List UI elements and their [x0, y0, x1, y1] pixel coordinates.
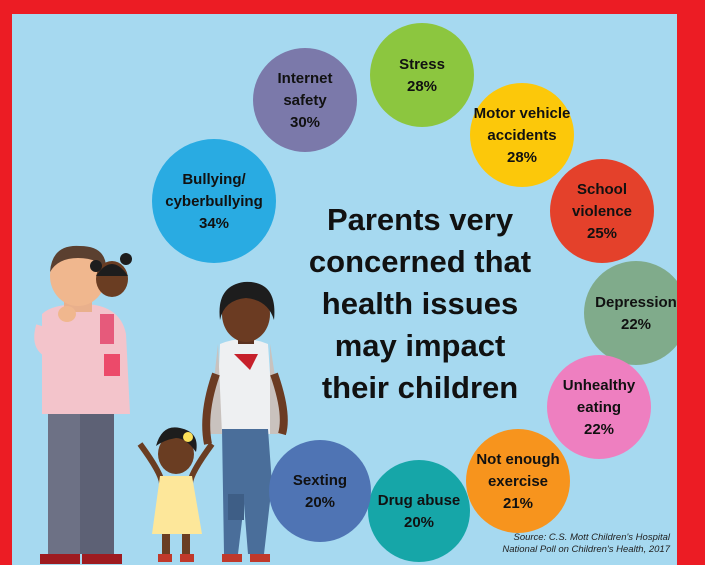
bubble-label: violence	[572, 203, 632, 220]
bubble-value: 28%	[407, 78, 437, 95]
bubble-label: Sexting	[293, 472, 347, 489]
bubble-label: School	[577, 181, 627, 198]
bubble-label: accidents	[487, 127, 556, 144]
headline: Parents very concerned that health issue…	[290, 199, 550, 409]
bubble-label: Internet	[277, 70, 332, 87]
bubble-not-enough-exercise: Not enough exercise 21%	[466, 429, 570, 533]
bubble-label: eating	[577, 399, 621, 416]
bubble-value: 20%	[404, 514, 434, 531]
bubble-label: Stress	[399, 56, 445, 73]
bubble-label: Drug abuse	[378, 492, 461, 509]
bubble-circle	[550, 159, 654, 263]
family-illustration	[34, 245, 288, 564]
bubble-circle	[152, 139, 276, 263]
bubble-circle	[470, 83, 574, 187]
bubble-circle	[584, 261, 677, 365]
bubble-circle	[269, 440, 371, 542]
bubble-label: Motor vehicle	[474, 105, 571, 122]
bubble-circle	[253, 48, 357, 152]
bubble-depression: Depression 22%	[584, 261, 677, 365]
source-line: National Poll on Children's Health, 2017	[502, 544, 670, 555]
source-note: Source: C.S. Mott Children's Hospital Na…	[502, 532, 670, 556]
bubble-value: 30%	[290, 114, 320, 131]
bubble-motor-vehicle-accidents: Motor vehicle accidents 28%	[470, 83, 574, 187]
source-line: Source: C.S. Mott Children's Hospital	[513, 532, 670, 543]
infographic-panel: Bullying/cyberbullying 34% Internet safety 3…	[12, 14, 677, 565]
bubble-circle	[368, 460, 470, 562]
bubble-circle	[466, 429, 570, 533]
headline-line: concerned that	[308, 244, 532, 279]
bubble-unhealthy-eating: Unhealthy eating 22%	[547, 355, 651, 459]
shoulder-child-figure	[90, 253, 132, 344]
bubble-bullying-cyberbullying: Bullying/cyberbullying 34%	[152, 139, 276, 263]
bubble-value: 34%	[199, 215, 229, 232]
bubble-value: 25%	[587, 225, 617, 242]
bubble-value: 22%	[621, 316, 651, 333]
bubble-label: Depression	[595, 294, 677, 311]
bubble-value: 22%	[584, 421, 614, 438]
bubble-sexting: Sexting 20%	[269, 440, 371, 542]
bubble-stress: Stress 28%	[370, 23, 474, 127]
headline-line: health issues	[321, 286, 519, 321]
headline-line: Parents very	[326, 202, 514, 237]
bubble-label: cyberbullying	[165, 193, 263, 210]
bubble-drug-abuse: Drug abuse 20%	[368, 460, 470, 562]
mother-figure	[202, 281, 288, 562]
bubble-label: safety	[283, 92, 327, 109]
bubble-value: 28%	[507, 149, 537, 166]
headline-line: may impact	[334, 328, 506, 363]
bubble-internet-safety: Internet safety 30%	[253, 48, 357, 152]
girl-figure	[137, 427, 215, 562]
bubble-label: Bullying/	[182, 171, 246, 188]
bubble-value: 20%	[305, 494, 335, 511]
bubble-label: exercise	[488, 473, 548, 490]
bubble-value: 21%	[503, 495, 533, 512]
bubble-chart: Bullying/cyberbullying 34% Internet safety 3…	[152, 23, 677, 562]
bubble-school-violence: School violence 25%	[550, 159, 654, 263]
bubble-label: Not enough	[476, 451, 559, 468]
bubble-circle	[547, 355, 651, 459]
father-figure	[34, 245, 130, 564]
bubble-circle	[370, 23, 474, 127]
headline-line: their children	[321, 370, 519, 405]
bubble-label: Unhealthy	[563, 377, 636, 394]
